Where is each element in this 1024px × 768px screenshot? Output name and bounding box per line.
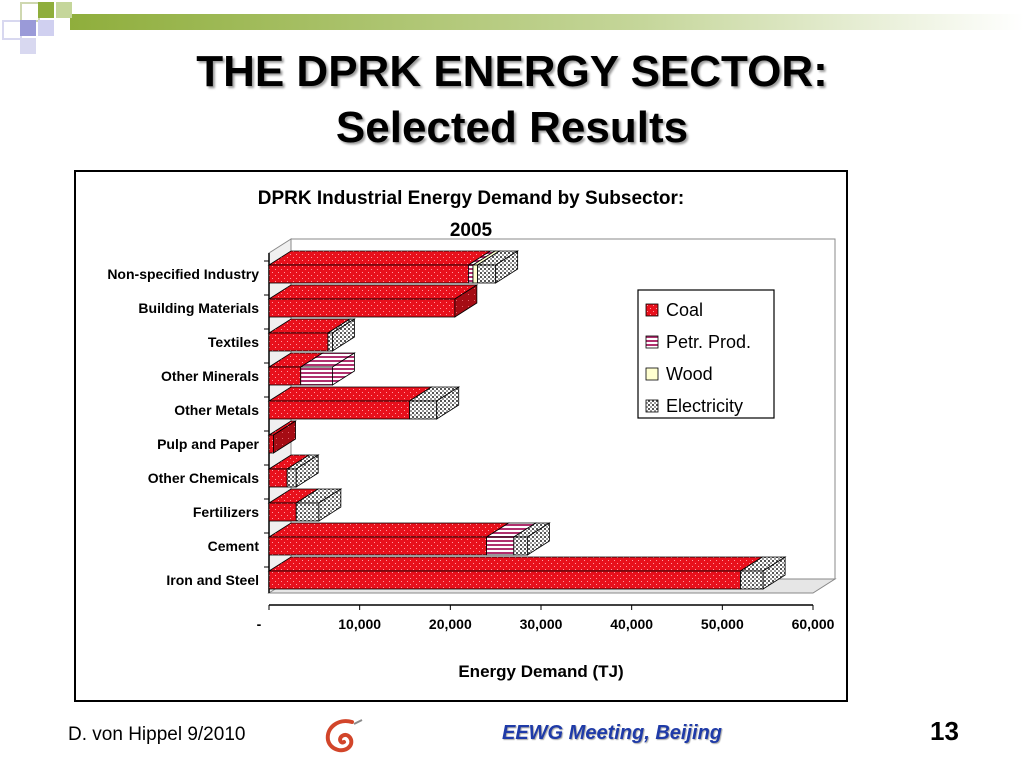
bar-top-face	[267, 386, 433, 402]
legend-swatch	[645, 367, 659, 381]
legend-label: Petr. Prod.	[666, 332, 751, 352]
footer-event: EEWG Meeting, Beijing	[502, 722, 723, 744]
x-tick-label: -	[257, 616, 262, 632]
y-category-label: Non-specified Industry	[107, 266, 259, 282]
bar-side-face	[762, 556, 786, 590]
bar-segment	[268, 332, 329, 352]
corner-decoration	[0, 0, 1024, 54]
deco-square	[20, 38, 36, 54]
deco-green-bar	[70, 14, 1024, 30]
legend-label: Coal	[666, 300, 703, 320]
deco-square	[38, 20, 54, 36]
deco-square	[20, 20, 36, 36]
bar-segment	[477, 264, 497, 284]
bar-side-face	[332, 318, 355, 352]
y-category-label: Other Metals	[174, 402, 259, 418]
bar-segment	[268, 468, 288, 488]
legend-label: Electricity	[666, 396, 743, 416]
bar-segment	[472, 264, 478, 284]
bar-segment	[300, 366, 333, 386]
bar-segment	[295, 502, 320, 522]
bar-segment	[409, 400, 438, 420]
chart-legend: Coal Petr. Prod. Wood Electricity	[637, 289, 775, 419]
bar-segment	[486, 536, 515, 556]
bar-segment	[268, 502, 297, 522]
deco-square	[38, 2, 54, 18]
deco-square	[2, 20, 22, 40]
bar-side-face	[295, 454, 319, 488]
bar-segment	[268, 298, 456, 318]
legend-swatch	[645, 303, 659, 317]
x-axis-label: Energy Demand (TJ)	[458, 662, 623, 681]
x-tick-label: 30,000	[520, 616, 563, 632]
footer-author: D. von Hippel 9/2010	[68, 724, 246, 745]
bar-segment	[268, 536, 488, 556]
slide-title: THE DPRK ENERGY SECTOR: Selected Results	[0, 44, 1024, 156]
x-tick-label: 40,000	[610, 616, 653, 632]
y-category-label: Other Minerals	[161, 368, 259, 384]
y-category-label: Cement	[208, 538, 260, 554]
legend-swatch	[645, 399, 659, 413]
bar-side-face	[318, 488, 342, 522]
organization-logo-icon	[325, 719, 363, 753]
energy-demand-chart: DPRK Industrial Energy Demand by Subsect…	[107, 188, 837, 681]
bar-segment	[740, 570, 764, 590]
bar-segment	[268, 366, 302, 386]
y-category-label: Fertilizers	[193, 504, 259, 520]
x-tick-label: 20,000	[429, 616, 472, 632]
bar-segment	[268, 434, 274, 454]
legend-box	[637, 289, 775, 419]
x-tick-label: 50,000	[701, 616, 744, 632]
bar-segment	[286, 468, 297, 488]
bar-side-face	[332, 352, 355, 386]
x-tick-label: 60,000	[792, 616, 835, 632]
slide-title-line1: THE DPRK ENERGY SECTOR:	[196, 47, 828, 96]
bar-side-face	[495, 250, 519, 284]
y-category-label: Textiles	[208, 334, 259, 350]
legend-swatch	[645, 335, 659, 349]
y-category-label: Building Materials	[138, 300, 259, 316]
legend-label: Wood	[666, 364, 713, 384]
chart-title-line1: DPRK Industrial Energy Demand by Subsect…	[258, 188, 685, 209]
bar-top-face	[267, 522, 510, 538]
y-category-label: Other Chemicals	[148, 470, 259, 486]
bar-side-face	[273, 420, 296, 454]
bar-side-face	[454, 284, 478, 318]
x-tick-label: 10,000	[338, 616, 381, 632]
chart-title-line2: 2005	[450, 220, 493, 241]
bar-segment	[468, 264, 474, 284]
y-category-label: Pulp and Paper	[157, 436, 259, 452]
bar-side-face	[526, 522, 550, 556]
bar-top-face	[267, 284, 479, 300]
deco-square	[20, 2, 40, 22]
page-number: 13	[930, 716, 959, 746]
deco-square	[56, 2, 72, 18]
chart-frame: DPRK Industrial Energy Demand by Subsect…	[74, 170, 848, 702]
bar-side-face	[436, 386, 460, 420]
bar-segment	[327, 332, 333, 352]
bar-segment	[268, 570, 741, 590]
y-category-label: Iron and Steel	[166, 572, 259, 588]
bar-segment	[268, 264, 469, 284]
slide-title-line2: Selected Results	[335, 103, 689, 152]
bar-segment	[513, 536, 528, 556]
bar-segment	[268, 400, 410, 420]
bar-top-face	[267, 556, 764, 572]
bar-top-face	[267, 250, 492, 266]
